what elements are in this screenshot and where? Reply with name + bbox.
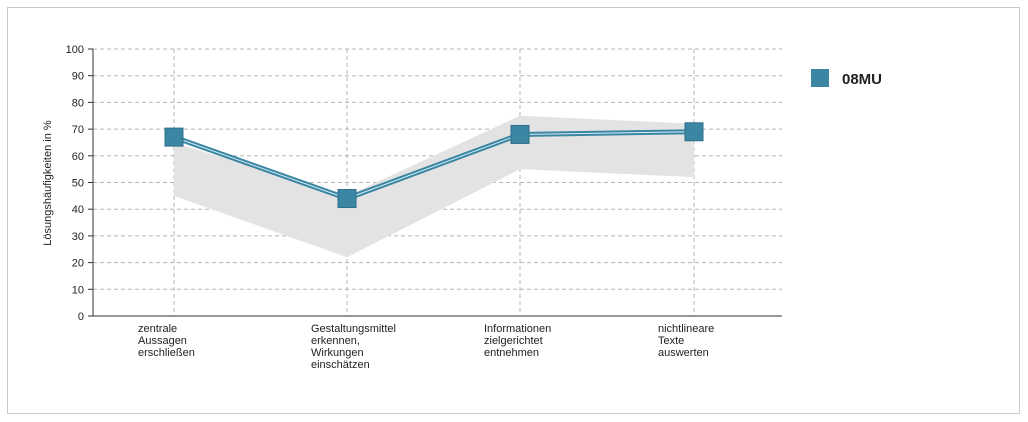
legend-label: 08MU: [842, 71, 882, 88]
y-tick-label: 40: [72, 204, 84, 216]
y-tick-label: 30: [72, 231, 84, 243]
x-category-label: Gestaltungsmittel erkennen, Wirkungen einsc…: [311, 323, 396, 371]
legend-swatch: [811, 69, 829, 87]
y-axis-label: Lösungshäufigkeiten in %: [42, 120, 54, 246]
y-tick-label: 70: [72, 124, 84, 136]
y-tick-label: 50: [72, 178, 84, 190]
data-point-marker: [164, 127, 184, 147]
y-tick-label: 0: [78, 311, 84, 323]
chart-frame: [7, 7, 1020, 414]
data-point-marker: [337, 189, 357, 209]
y-tick-label: 10: [72, 284, 84, 296]
y-tick-labels: 0 10 20 30 40 50 60 70 80 90 100: [66, 44, 84, 323]
data-point-marker: [510, 124, 530, 144]
y-tick-label: 20: [72, 258, 84, 270]
y-tick-label: 90: [72, 71, 84, 83]
x-category-label: zentrale Aussagen erschließen: [138, 323, 195, 359]
series-line-highlight: [173, 131, 695, 200]
series: [164, 122, 704, 209]
legend: 08MU: [811, 69, 882, 88]
x-category-labels: zentrale Aussagen erschließen Gestaltungsmi…: [138, 323, 714, 371]
y-tick-label: 80: [72, 97, 84, 109]
data-point-marker: [684, 122, 704, 142]
y-tick-label: 60: [72, 151, 84, 163]
range-band-area: [174, 115, 694, 258]
y-tick-label: 100: [66, 44, 84, 56]
x-category-label: nichtlineare Texte auswerten: [658, 323, 714, 359]
range-band: [174, 115, 694, 258]
axes: [88, 48, 782, 317]
x-category-label: Informationen zielgerichtet entnehmen: [484, 323, 551, 359]
